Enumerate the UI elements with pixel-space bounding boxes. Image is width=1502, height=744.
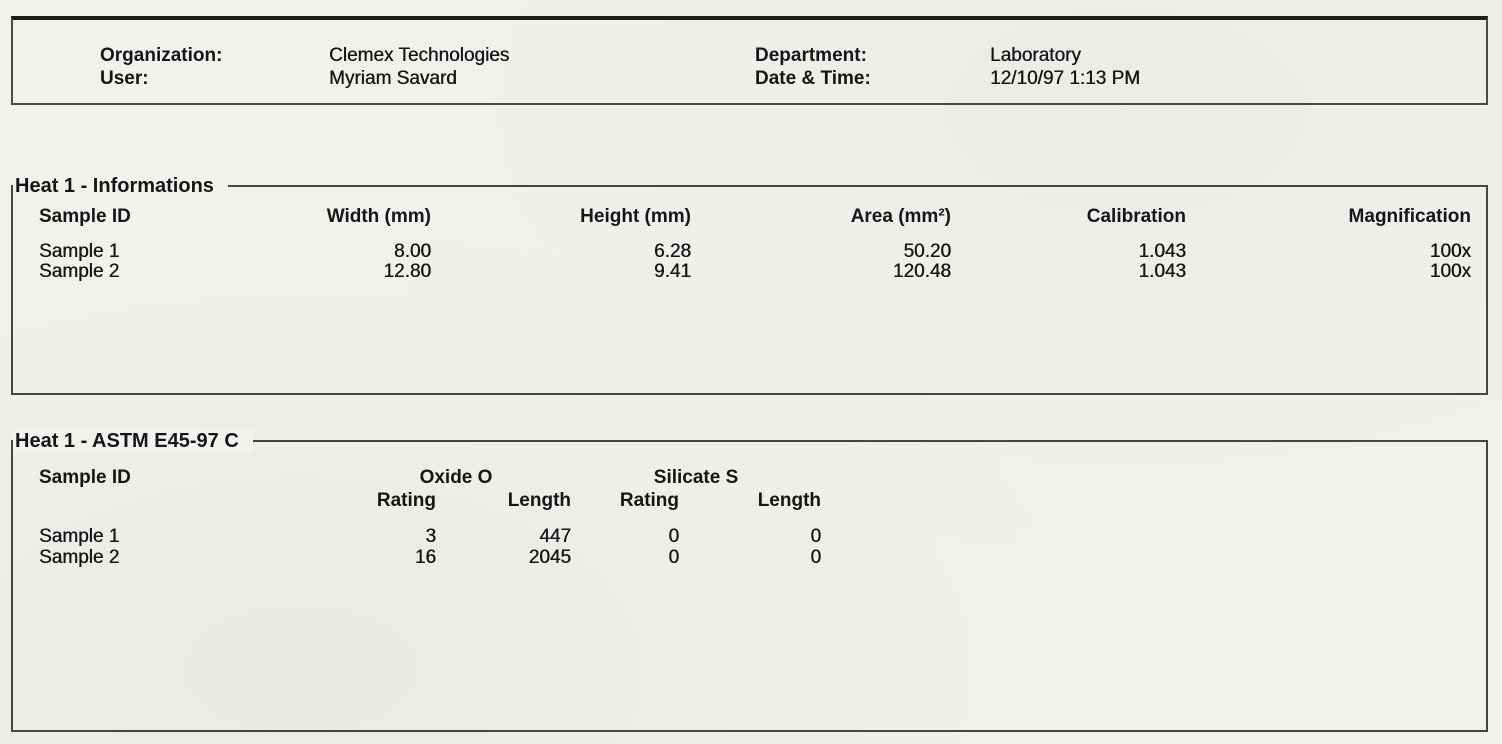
column-header-magnification: Magnification: [1348, 206, 1471, 227]
table-header-row: Sample ID Width (mm) Height (mm) Area (m…: [39, 207, 1471, 242]
user-value: Myriam Savard: [329, 68, 457, 89]
cell-area: 50.20: [903, 241, 951, 262]
cell-oxide-rating: 3: [425, 526, 436, 547]
table-row: Sample 2 12.80 9.41 120.48 1.043 100x: [39, 262, 1471, 282]
table-row: Sample 2 16 2045 0 0: [39, 548, 1471, 569]
table-group-header-row: Sample ID Oxide O Silicate S: [39, 468, 1471, 491]
cell-area: 120.48: [892, 261, 951, 282]
filler-cell: [821, 491, 1471, 515]
cell-sample-id: Sample 2: [39, 261, 120, 282]
section-informations-title: Heat 1 - Informations: [13, 174, 228, 198]
department-value: Laboratory: [990, 45, 1081, 66]
column-header-height: Height (mm): [580, 206, 691, 227]
cell-oxide-length: 447: [539, 526, 572, 547]
cell-oxide-length: 2045: [528, 547, 572, 568]
column-header-sample-id: Sample ID: [39, 467, 131, 488]
header-values-left: Clemex Technologies Myriam Savard: [329, 44, 509, 90]
section-informations: Heat 1 - Informations Sample ID Width (m…: [11, 174, 1488, 395]
section-astm-e45: Heat 1 - ASTM E45-97 C Sample ID Oxide O…: [11, 429, 1488, 732]
filler-cell: [821, 548, 1471, 569]
column-header-silicate-length: Length: [757, 490, 822, 511]
table-row: Sample 1 3 447 0 0: [39, 515, 1471, 548]
column-header-silicate-rating: Rating: [619, 490, 680, 511]
informations-table: Sample ID Width (mm) Height (mm) Area (m…: [39, 207, 1471, 282]
filler-cell: [39, 491, 341, 515]
group-header-silicate: Silicate S: [653, 467, 739, 488]
cell-width: 8.00: [394, 241, 431, 262]
header-labels-right: Department: Date & Time:: [755, 44, 871, 90]
column-header-oxide-length: Length: [507, 490, 572, 511]
user-label: User:: [100, 68, 149, 89]
cell-sample-id: Sample 1: [39, 241, 120, 262]
department-label: Department:: [755, 45, 867, 66]
table-row: Sample 1 8.00 6.28 50.20 1.043 100x: [39, 242, 1471, 262]
cell-silicate-length: 0: [810, 547, 822, 568]
table-subheader-row: Rating Length Rating Length: [39, 491, 1471, 515]
datetime-label: Date & Time:: [755, 68, 871, 89]
cell-silicate-rating: 0: [668, 547, 680, 568]
astm-table: Sample ID Oxide O Silicate S Rating Leng…: [39, 468, 1471, 569]
section-astm-e45-title: Heat 1 - ASTM E45-97 C: [13, 429, 253, 453]
report-header-box: Organization: User: Clemex Technologies …: [11, 16, 1488, 105]
column-header-sample-id: Sample ID: [39, 206, 131, 227]
group-header-oxide: Oxide O: [419, 467, 493, 488]
cell-oxide-rating: 16: [414, 547, 436, 568]
column-header-oxide-rating: Rating: [376, 490, 436, 511]
column-header-width: Width (mm): [326, 206, 431, 227]
filler-cell: [821, 468, 1471, 491]
cell-silicate-rating: 0: [668, 526, 680, 547]
cell-sample-id: Sample 2: [39, 547, 120, 568]
cell-magnification: 100x: [1429, 241, 1471, 262]
datetime-value: 12/10/97 1:13 PM: [990, 68, 1140, 89]
cell-magnification: 100x: [1429, 261, 1471, 282]
organization-label: Organization:: [100, 45, 223, 66]
organization-value: Clemex Technologies: [329, 45, 510, 66]
cell-calibration: 1.043: [1138, 241, 1186, 262]
header-values-right: Laboratory 12/10/97 1:13 PM: [990, 44, 1140, 90]
filler-cell: [821, 515, 1471, 548]
cell-width: 12.80: [383, 261, 431, 282]
column-header-area: Area (mm²): [850, 206, 951, 227]
cell-height: 6.28: [654, 241, 691, 262]
column-header-calibration: Calibration: [1086, 206, 1186, 227]
header-labels-left: Organization: User:: [100, 44, 222, 90]
cell-calibration: 1.043: [1138, 261, 1186, 282]
cell-silicate-length: 0: [810, 526, 822, 547]
cell-height: 9.41: [654, 261, 691, 282]
cell-sample-id: Sample 1: [39, 526, 120, 547]
